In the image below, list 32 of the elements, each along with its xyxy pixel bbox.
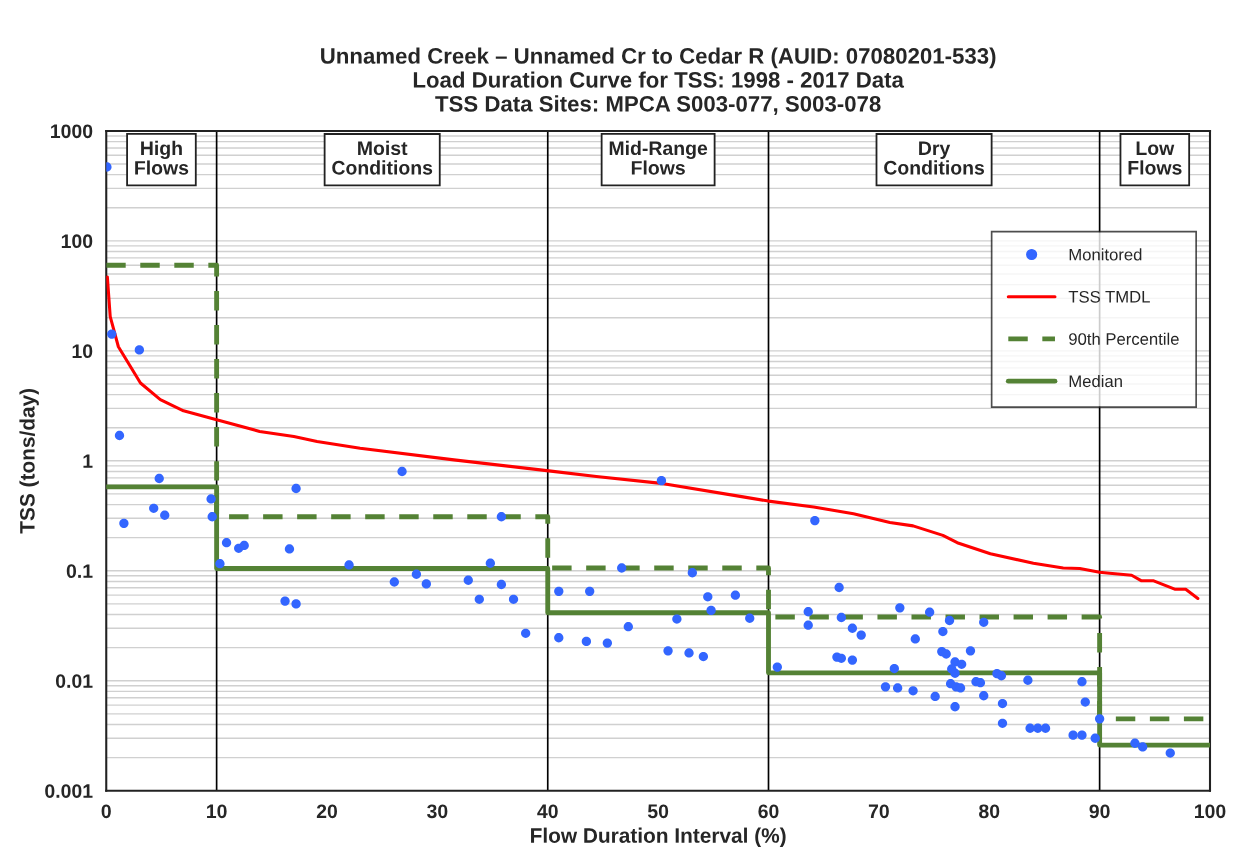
- x-tick-label: 60: [758, 804, 779, 819]
- y-tick-label: 0.01: [55, 674, 93, 688]
- chart-subtitle: Load Duration Curve for TSS: 1998 - 2017 Data TSS Data Sites: MPCA S003-077, S003-078: [413, 71, 905, 115]
- y-tick-label: 10: [72, 344, 93, 359]
- x-tick-label: 100: [1195, 804, 1226, 819]
- legend-label: TSS TMDL: [1068, 290, 1150, 303]
- line-series: [106, 275, 1200, 600]
- legend-label: Median: [1069, 374, 1122, 388]
- x-tick-label: 80: [979, 804, 1000, 819]
- x-tick-label: 90: [1089, 804, 1110, 819]
- annotation: High Flows: [135, 140, 189, 175]
- chart-title: Unnamed Creek – Unnamed Cr to Cedar R (AUID: 07080201-533): [321, 47, 996, 69]
- y-tick-label: 1: [83, 454, 93, 468]
- legend-label: Monitored: [1069, 248, 1142, 261]
- x-tick-label: 50: [647, 804, 669, 819]
- legend-label: 90th Percentile: [1069, 332, 1179, 345]
- x-tick-label: 40: [537, 804, 558, 819]
- x-tick-label: 70: [868, 804, 889, 819]
- x-axis-title: Flow Duration Interval (%): [531, 827, 786, 847]
- y-tick-label: 100: [61, 234, 93, 249]
- x-tick-label: 30: [427, 804, 448, 819]
- x-tick-label: 10: [207, 804, 227, 819]
- annotation: Low Flows: [1128, 141, 1182, 175]
- y-axis-title: TSS (tons/day): [19, 388, 39, 534]
- x-tick-label: 20: [316, 804, 338, 819]
- y-tick-label: 0.1: [66, 564, 93, 579]
- annotation: Mid-Range Flows: [609, 140, 708, 175]
- y-tick-label: 1000: [51, 124, 93, 139]
- x-tick-label: 0: [101, 804, 111, 819]
- annotation: Dry Conditions: [884, 141, 985, 175]
- annotation: Moist Conditions: [332, 140, 433, 175]
- y-tick-label: 0.001: [45, 784, 93, 798]
